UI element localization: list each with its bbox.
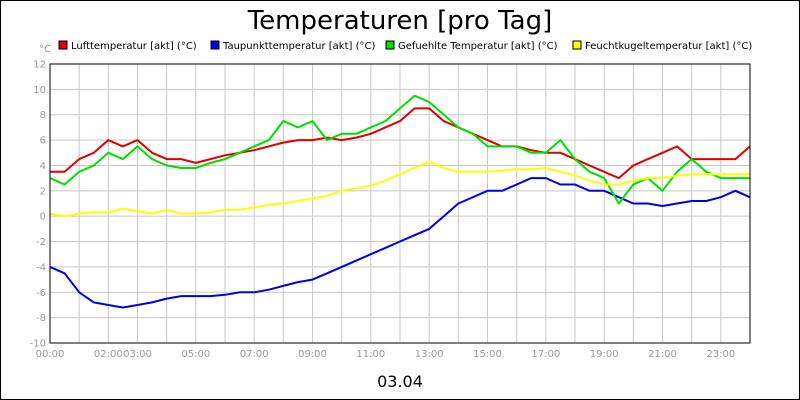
y-tick-label: -2 (36, 237, 46, 248)
x-axis-ticks: 00:00 02:00 03:00 05:00 07:00 09:00 11:00 13:00… (36, 349, 736, 360)
y-tick-label: -4 (36, 262, 46, 273)
y-tick-label: 10 (33, 85, 46, 96)
x-tick-label: 02:00 (94, 349, 123, 360)
x-tick-label: 11:00 (356, 349, 385, 360)
y-tick-label: 4 (40, 161, 46, 172)
y-axis-ticks: 12 10 8 6 4 2 0 -2 -4 -6 -8 -10 (30, 60, 46, 350)
legend-label: Gefuehlte Temperatur [akt] (°C) (398, 41, 558, 52)
legend-swatch (58, 40, 68, 50)
y-tick-label: -6 (36, 288, 46, 299)
x-tick-label: 00:00 (36, 349, 65, 360)
x-tick-label: 15:00 (473, 349, 502, 360)
x-tick-label: 09:00 (298, 349, 327, 360)
legend-swatch (385, 40, 395, 50)
x-tick-label: 13:00 (415, 349, 444, 360)
y-tick-label: 0 (40, 212, 46, 223)
y-tick-label: -10 (30, 339, 46, 350)
x-tick-label: 03:00 (123, 349, 152, 360)
date-label: 03.04 (377, 372, 423, 391)
x-tick-label: 07:00 (240, 349, 269, 360)
x-tick-label: 17:00 (531, 349, 560, 360)
plot-area (49, 63, 751, 344)
x-tick-label: 21:00 (648, 349, 677, 360)
legend: Lufttemperatur [akt] (°C) Taupunkttempera… (58, 40, 752, 52)
legend-swatch (572, 40, 582, 50)
y-tick-label: 6 (40, 136, 46, 147)
series-line-0 (50, 107, 751, 180)
x-tick-label: 19:00 (590, 349, 619, 360)
x-tick-label: 23:00 (706, 349, 735, 360)
legend-swatch (210, 40, 220, 50)
series-line-3 (49, 160, 750, 218)
y-axis-unit: °C (39, 44, 51, 55)
x-tick-label: 05:00 (181, 349, 210, 360)
y-tick-label: 8 (40, 110, 46, 121)
chart-title: Temperaturen [pro Tag] (247, 6, 553, 36)
series-lines (49, 94, 751, 309)
y-tick-label: -8 (36, 313, 46, 324)
series-line-1 (49, 177, 751, 309)
legend-label: Taupunkttemperatur [akt] (°C) (222, 41, 375, 52)
legend-label: Lufttemperatur [akt] (°C) (71, 41, 197, 52)
y-tick-label: 2 (40, 186, 46, 197)
y-tick-label: 12 (33, 60, 46, 71)
legend-label: Feuchtkugeltemperatur [akt] (°C) (585, 41, 752, 52)
series-line-2 (49, 94, 750, 205)
